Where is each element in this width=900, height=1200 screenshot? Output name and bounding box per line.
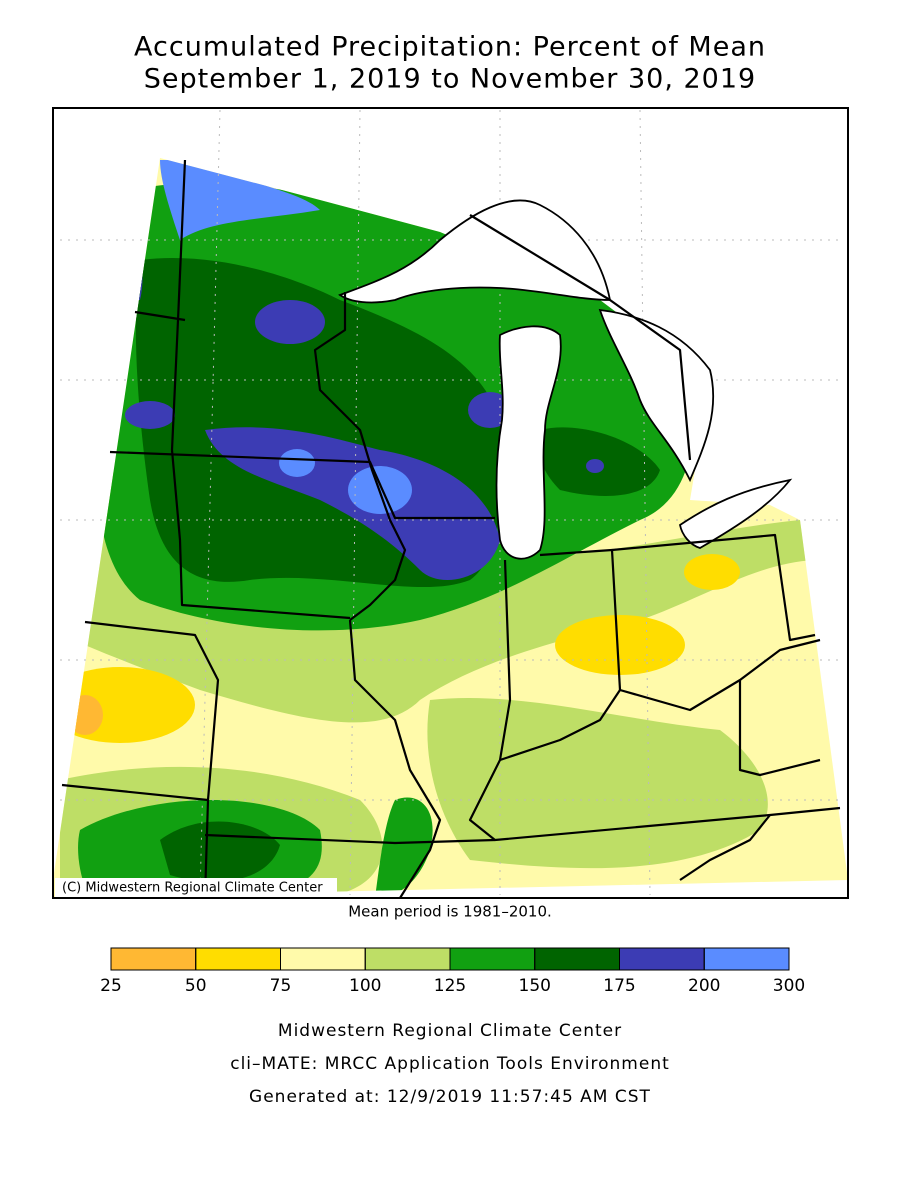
zone (468, 392, 512, 428)
legend-tick-label: 25 (100, 976, 122, 996)
legend-tick-label: 125 (434, 976, 466, 996)
zone (255, 300, 325, 344)
legend-swatch (364, 947, 451, 971)
mean-period-note: Mean period is 1981–2010. (348, 903, 552, 921)
legend-tick-label: 75 (270, 976, 292, 996)
zone (555, 615, 685, 675)
zone (160, 160, 320, 240)
legend-tick-label: 175 (603, 976, 635, 996)
credit: (C) Midwestern Regional Climate Center (62, 881, 323, 896)
legend-swatch (619, 947, 705, 971)
zone (427, 697, 768, 869)
lakes (338, 199, 793, 560)
footer-line: Midwestern Regional Climate Center (278, 1021, 622, 1041)
subtitle: September 1, 2019 to November 30, 2019 (144, 64, 756, 95)
legend-swatch (280, 947, 366, 971)
zone (684, 554, 740, 590)
legend-tick-label: 50 (185, 976, 207, 996)
map: (C) Midwestern Regional Climate Center (52, 107, 849, 899)
legend-swatch (195, 947, 281, 971)
legend-swatch (449, 947, 536, 971)
map-frame (52, 107, 849, 899)
zone (279, 449, 315, 477)
footer-line: cli–MATE: MRCC Application Tools Environ… (230, 1054, 670, 1074)
legend-tick-label: 300 (773, 976, 805, 996)
legend: 25 50 75 100 125 150 175 200 300 (100, 947, 805, 996)
legend-tick-label: 200 (688, 976, 720, 996)
zone (125, 401, 175, 429)
legend-tick-label: 100 (349, 976, 381, 996)
zone (586, 459, 604, 473)
title: Accumulated Precipitation: Percent of Me… (134, 32, 766, 63)
legend-swatch (110, 947, 197, 971)
credit-box (55, 878, 337, 897)
zone (205, 427, 500, 580)
state-lines (61, 159, 841, 899)
zone (375, 797, 433, 898)
legend-swatch (534, 947, 620, 971)
legend-tick-label: 150 (519, 976, 551, 996)
legend-swatch (703, 947, 790, 971)
footer-line: Generated at: 12/9/2019 11:57:45 AM CST (249, 1087, 651, 1107)
